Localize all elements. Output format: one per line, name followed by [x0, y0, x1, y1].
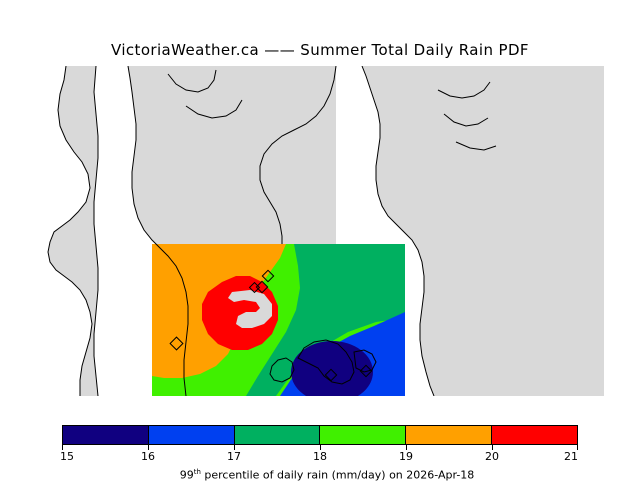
map-graphic[interactable]: [36, 66, 604, 396]
colorbar-band-19-20[interactable]: [406, 426, 493, 444]
colorbar-segments[interactable]: [62, 425, 578, 445]
station-markers[interactable]: [169, 269, 373, 382]
colorbar-tick: [320, 445, 321, 450]
colorbar-band-18-19[interactable]: [320, 426, 407, 444]
colorbar-tick: [148, 445, 149, 450]
colorbar-label-16: 16: [141, 450, 155, 463]
weather-map-page: VictoriaWeather.ca —— Summer Total Daily…: [36, 41, 604, 482]
caption-superscript: th: [193, 468, 201, 476]
page-title: VictoriaWeather.ca —— Summer Total Daily…: [111, 41, 529, 59]
station-marker[interactable]: [248, 281, 261, 294]
station-marker[interactable]: [324, 368, 338, 382]
colorbar-band-20-21[interactable]: [492, 426, 577, 444]
caption-prefix: 99: [179, 468, 194, 482]
station-marker[interactable]: [261, 269, 275, 283]
colorbar-label-19: 19: [399, 450, 413, 463]
station-marker[interactable]: [359, 364, 373, 378]
colorbar-tick: [234, 445, 235, 450]
colorbar-ticks: [62, 445, 578, 451]
station-marker[interactable]: [169, 336, 184, 351]
colorbar-caption: 99th percentile of daily rain (mm/day) o…: [0, 455, 640, 495]
colorbar-band-15-16[interactable]: [63, 426, 149, 444]
colorbar[interactable]: 15 16 17 18 19 20 21: [60, 425, 578, 463]
colorbar-label-20: 20: [485, 450, 499, 463]
colorbar-label-15: 15: [60, 450, 74, 463]
map-panel[interactable]: [36, 66, 604, 396]
colorbar-tick: [62, 445, 63, 450]
colorbar-tick: [577, 445, 578, 450]
colorbar-band-17-18[interactable]: [234, 426, 321, 444]
coastlines: [47, 66, 497, 396]
colorbar-tick: [492, 445, 493, 450]
colorbar-band-16-17[interactable]: [148, 426, 235, 444]
colorbar-label-17: 17: [227, 450, 241, 463]
colorbar-label-18: 18: [313, 450, 327, 463]
contour-fill-layer: [152, 244, 405, 396]
colorbar-tick-labels: 15 16 17 18 19 20 21: [60, 450, 578, 464]
caption-suffix: percentile of daily rain (mm/day) on 202…: [200, 468, 475, 482]
station-marker[interactable]: [255, 280, 269, 294]
colorbar-label-21: 21: [564, 450, 578, 463]
colorbar-tick: [406, 445, 407, 450]
